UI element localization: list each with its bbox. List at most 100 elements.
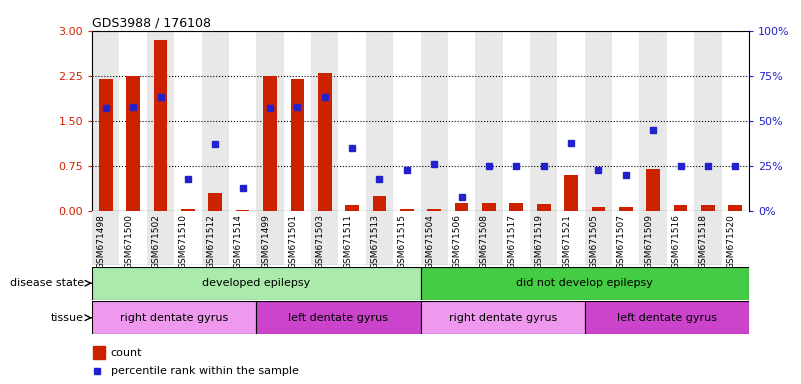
Bar: [503, 31, 530, 211]
Bar: [585, 211, 612, 265]
Text: left dentate gyrus: left dentate gyrus: [288, 313, 388, 323]
Bar: [455, 204, 469, 211]
Bar: [722, 211, 749, 265]
Text: GSM671502: GSM671502: [151, 214, 160, 269]
Text: GSM671505: GSM671505: [590, 214, 598, 269]
Bar: [284, 31, 311, 211]
Bar: [421, 31, 448, 211]
Bar: [284, 211, 311, 265]
Text: GSM671510: GSM671510: [179, 214, 188, 269]
Text: disease state: disease state: [10, 278, 84, 288]
Bar: [694, 31, 722, 211]
Bar: [530, 211, 557, 265]
Bar: [509, 204, 523, 211]
Bar: [639, 211, 666, 265]
Bar: [92, 31, 119, 211]
Bar: [585, 301, 749, 334]
Bar: [291, 79, 304, 211]
Text: GSM671503: GSM671503: [316, 214, 324, 269]
Text: GSM671520: GSM671520: [727, 214, 735, 269]
Bar: [564, 175, 578, 211]
Text: GSM671517: GSM671517: [507, 214, 517, 269]
Bar: [393, 211, 421, 265]
Bar: [208, 193, 222, 211]
Text: did not develop epilepsy: did not develop epilepsy: [517, 278, 653, 288]
Bar: [229, 211, 256, 265]
Text: right dentate gyrus: right dentate gyrus: [120, 313, 228, 323]
Bar: [701, 205, 714, 211]
Bar: [448, 211, 475, 265]
Text: GSM671500: GSM671500: [124, 214, 133, 269]
Text: tissue: tissue: [51, 313, 84, 323]
Bar: [646, 169, 660, 211]
Bar: [339, 31, 366, 211]
Text: GSM671516: GSM671516: [671, 214, 681, 269]
Bar: [92, 267, 421, 300]
Bar: [127, 76, 140, 211]
Bar: [722, 31, 749, 211]
Text: count: count: [111, 348, 142, 358]
Bar: [256, 301, 421, 334]
Bar: [235, 210, 249, 211]
Bar: [393, 31, 421, 211]
Bar: [728, 205, 742, 211]
Text: GSM671509: GSM671509: [644, 214, 653, 269]
Text: percentile rank within the sample: percentile rank within the sample: [111, 366, 299, 376]
Bar: [557, 31, 585, 211]
Bar: [256, 31, 284, 211]
Bar: [400, 209, 413, 211]
Bar: [345, 205, 359, 211]
Bar: [147, 31, 175, 211]
Bar: [119, 31, 147, 211]
Bar: [202, 31, 229, 211]
Text: GSM671501: GSM671501: [288, 214, 297, 269]
Bar: [475, 31, 503, 211]
Bar: [264, 76, 277, 211]
Bar: [612, 211, 639, 265]
Bar: [537, 204, 550, 211]
Text: GSM671512: GSM671512: [207, 214, 215, 269]
Bar: [318, 73, 332, 211]
Bar: [530, 31, 557, 211]
Bar: [311, 211, 339, 265]
Bar: [482, 204, 496, 211]
Bar: [366, 211, 393, 265]
Bar: [619, 207, 633, 211]
Text: GSM671498: GSM671498: [97, 214, 106, 269]
Text: GSM671511: GSM671511: [343, 214, 352, 269]
Text: right dentate gyrus: right dentate gyrus: [449, 313, 557, 323]
Text: developed epilepsy: developed epilepsy: [202, 278, 311, 288]
Bar: [585, 31, 612, 211]
Bar: [503, 211, 530, 265]
Bar: [475, 211, 503, 265]
Bar: [93, 346, 105, 359]
Text: GSM671513: GSM671513: [371, 214, 380, 269]
Bar: [592, 207, 606, 211]
Text: left dentate gyrus: left dentate gyrus: [617, 313, 717, 323]
Bar: [421, 301, 585, 334]
Bar: [256, 211, 284, 265]
Bar: [372, 196, 386, 211]
Text: GSM671518: GSM671518: [699, 214, 708, 269]
Bar: [92, 301, 256, 334]
Bar: [639, 31, 666, 211]
Bar: [147, 211, 175, 265]
Bar: [557, 211, 585, 265]
Bar: [119, 211, 147, 265]
Bar: [99, 79, 113, 211]
Text: GSM671521: GSM671521: [562, 214, 571, 269]
Bar: [666, 211, 694, 265]
Text: GSM671514: GSM671514: [234, 214, 243, 269]
Bar: [421, 267, 749, 300]
Bar: [175, 211, 202, 265]
Bar: [339, 211, 366, 265]
Bar: [674, 205, 687, 211]
Text: GSM671508: GSM671508: [480, 214, 489, 269]
Bar: [666, 31, 694, 211]
Bar: [202, 211, 229, 265]
Text: GSM671507: GSM671507: [617, 214, 626, 269]
Bar: [92, 211, 119, 265]
Text: GSM671515: GSM671515: [398, 214, 407, 269]
Text: GSM671504: GSM671504: [425, 214, 434, 269]
Text: GSM671499: GSM671499: [261, 214, 270, 269]
